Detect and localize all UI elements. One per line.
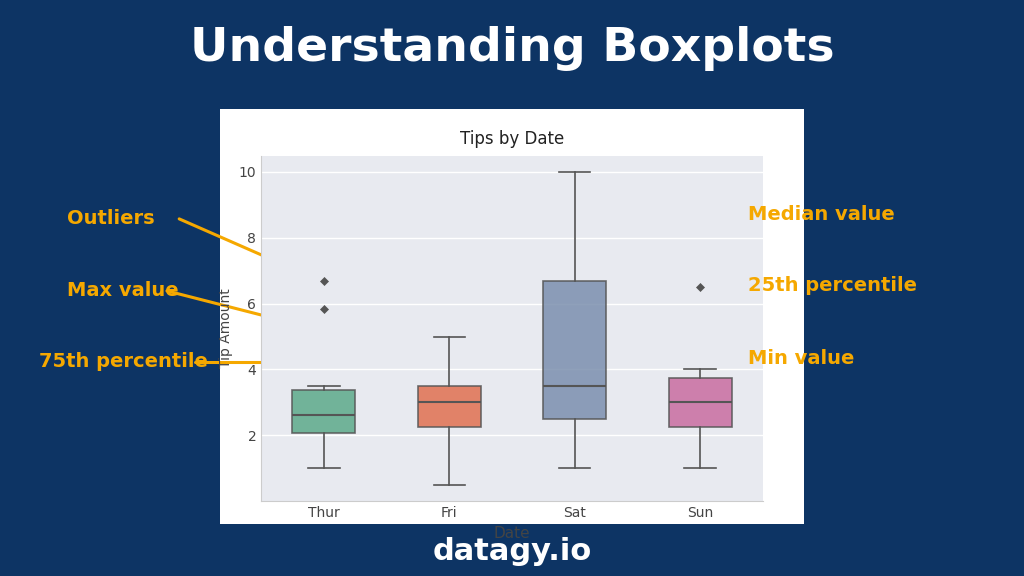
Text: Outliers: Outliers — [67, 210, 155, 228]
Text: Understanding Boxplots: Understanding Boxplots — [189, 26, 835, 71]
PathPatch shape — [418, 386, 480, 427]
Text: 75th percentile: 75th percentile — [39, 353, 208, 371]
Y-axis label: Tip Amount: Tip Amount — [219, 289, 233, 368]
X-axis label: Date: Date — [494, 525, 530, 540]
Text: Median value: Median value — [748, 205, 894, 223]
Text: Min value: Min value — [748, 349, 854, 367]
PathPatch shape — [669, 378, 731, 427]
Text: Max value: Max value — [67, 282, 178, 300]
Text: 25th percentile: 25th percentile — [748, 276, 916, 294]
PathPatch shape — [544, 281, 606, 419]
Title: Tips by Date: Tips by Date — [460, 130, 564, 149]
PathPatch shape — [293, 390, 355, 433]
Text: datagy.io: datagy.io — [432, 537, 592, 566]
